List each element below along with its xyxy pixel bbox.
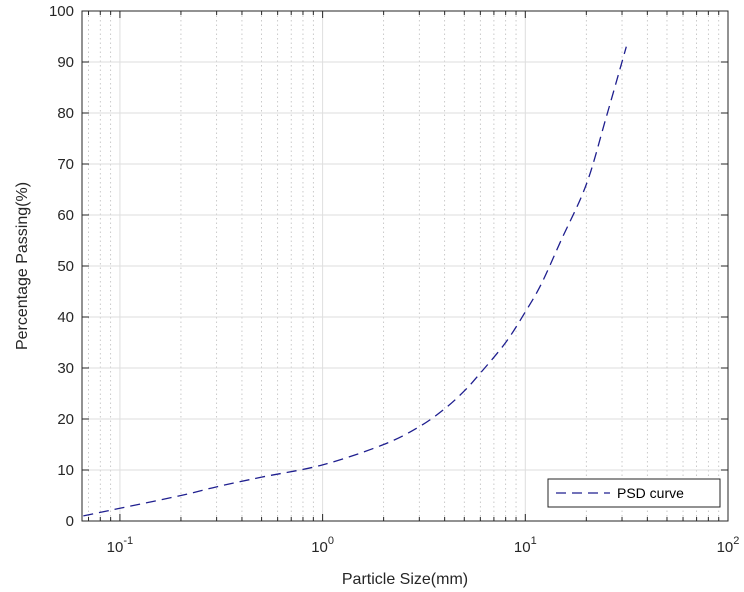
- y-tick-label: 50: [57, 258, 74, 275]
- legend: PSD curve: [547, 478, 721, 508]
- y-tick-label: 20: [57, 411, 74, 428]
- x-tick-label: 101: [514, 535, 537, 556]
- y-tick-label: 40: [57, 309, 74, 326]
- legend-label: PSD curve: [617, 485, 684, 501]
- y-tick-label: 60: [57, 207, 74, 224]
- y-tick-label: 10: [57, 462, 74, 479]
- axis-ticks: [82, 10, 728, 522]
- y-tick-label: 70: [57, 156, 74, 173]
- y-tick-label: 0: [66, 513, 74, 530]
- y-axis-label: Percentage Passing(%): [14, 182, 31, 350]
- y-tick-label: 30: [57, 360, 74, 377]
- x-axis-label: Particle Size(mm): [342, 571, 468, 588]
- x-tick-label: 10-1: [107, 535, 133, 556]
- data-series: [83, 46, 627, 517]
- x-tick-labels: 10-1 100 101 102: [107, 535, 740, 556]
- y-tick-labels: 0 10 20 30 40 50 60 70 80 90 100: [49, 3, 74, 530]
- y-tick-label: 90: [57, 54, 74, 71]
- major-gridlines: [82, 11, 728, 521]
- y-tick-label: 100: [49, 3, 74, 20]
- series-line-psd-curve: [83, 46, 627, 517]
- x-tick-label: 100: [311, 535, 334, 556]
- x-tick-label: 102: [717, 535, 740, 556]
- y-tick-label: 80: [57, 105, 74, 122]
